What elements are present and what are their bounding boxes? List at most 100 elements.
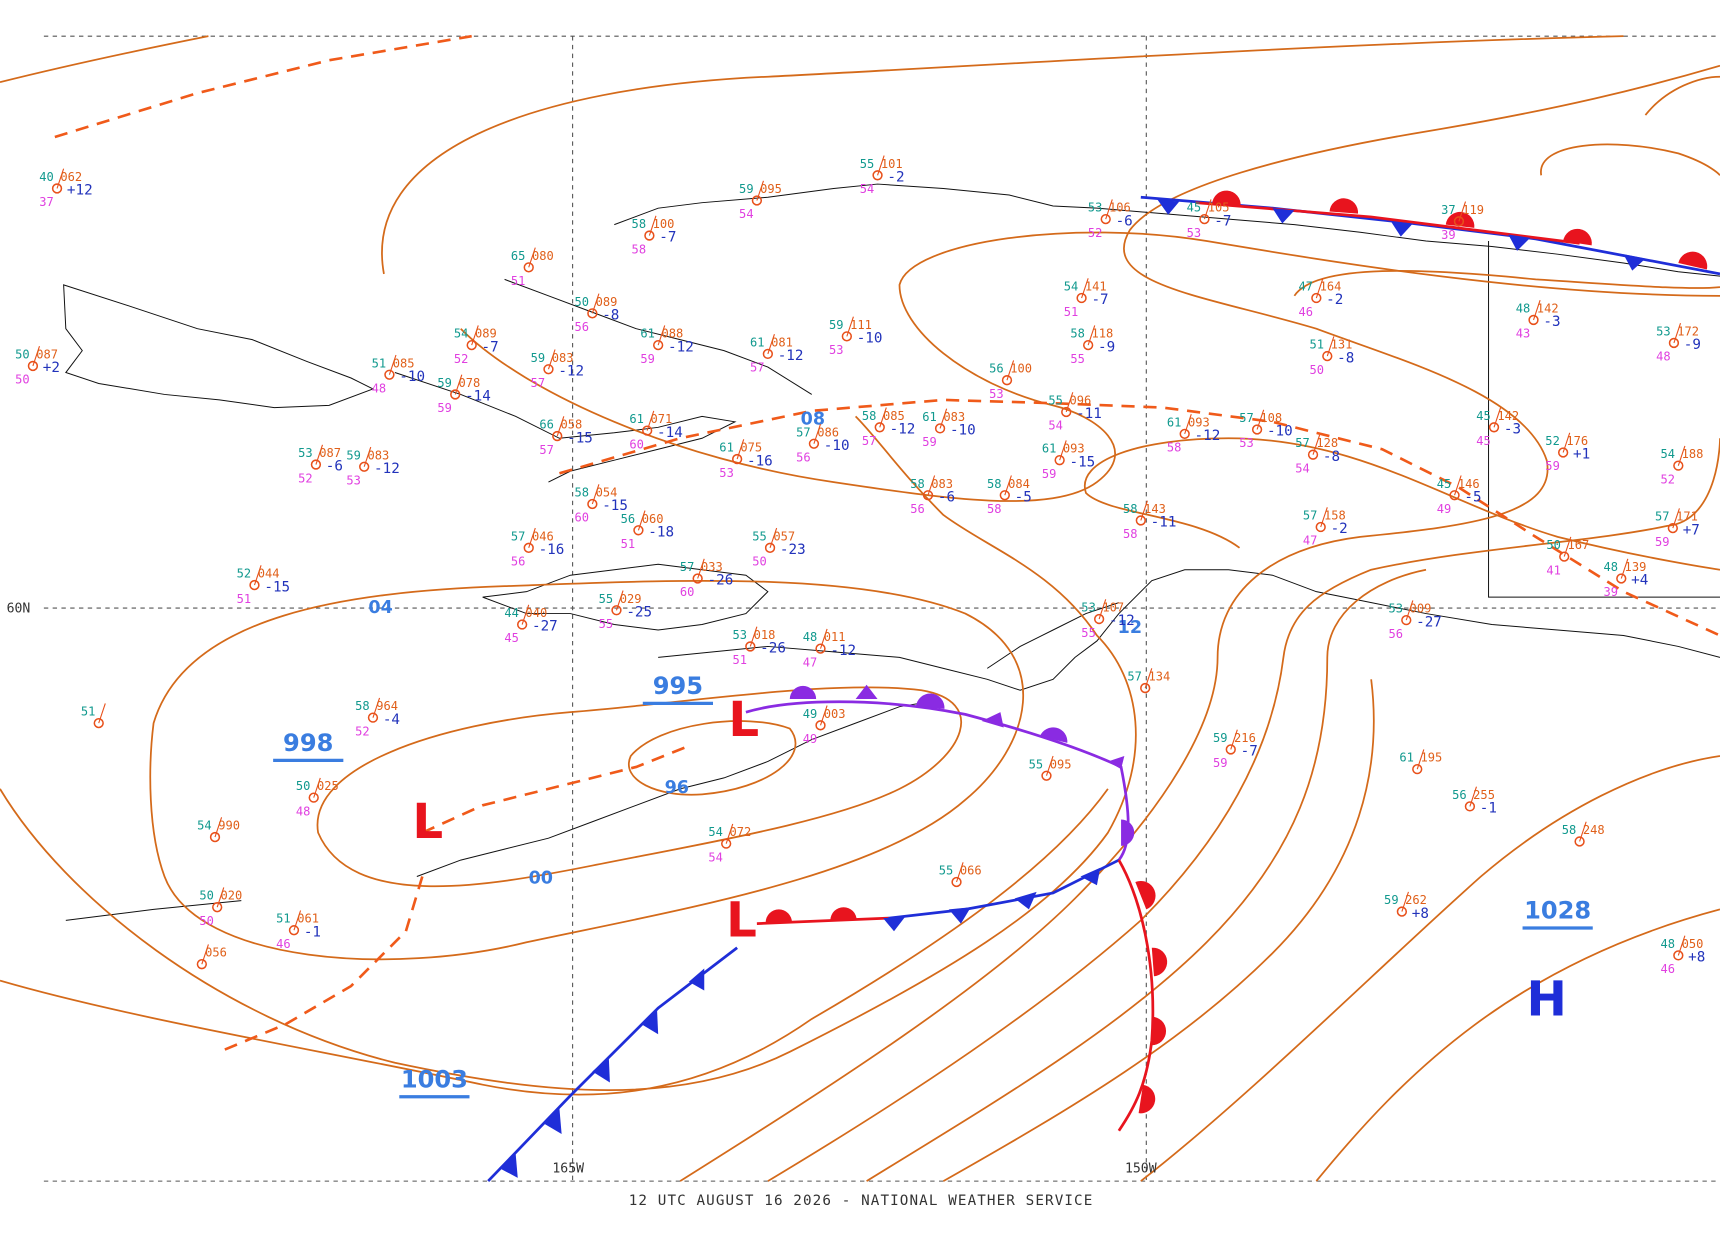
station-circle — [1557, 447, 1569, 458]
station: 52 176+1 59 — [1545, 432, 1590, 473]
temperature: 57 — [511, 529, 526, 543]
pressure: 093 — [1063, 442, 1085, 456]
station-circle — [384, 369, 395, 380]
temperature: 58 — [910, 477, 925, 491]
dewpoint: 39 — [1603, 585, 1618, 599]
station: 48 050+8 46 — [1661, 935, 1705, 976]
pressure-tendency: -12 — [830, 643, 856, 659]
station: 50 089-8 56 — [575, 293, 619, 334]
wind-barb — [927, 475, 936, 496]
troughs — [54, 34, 1720, 1054]
station-circle — [653, 339, 664, 351]
temperature: 53 — [298, 446, 313, 460]
station-circle — [644, 230, 655, 241]
station-circle — [745, 641, 756, 652]
station: 54 990 — [197, 817, 240, 843]
station-circle — [212, 902, 223, 913]
dewpoint: 59 — [922, 435, 937, 449]
dewpoint: 51 — [237, 592, 252, 606]
pressure-tendency: -23 — [780, 542, 806, 558]
dewpoint: 47 — [1303, 534, 1318, 548]
temperature: 57 — [1295, 436, 1310, 450]
dewpoint: 52 — [1661, 472, 1676, 486]
station-circle — [731, 453, 743, 465]
pressure-tendency: -7 — [659, 230, 676, 246]
wind-barb — [1405, 600, 1414, 621]
dewpoint: 45 — [1476, 434, 1491, 448]
pressure: 990 — [218, 819, 240, 833]
pressure-tendency: -7 — [482, 339, 499, 355]
pressure-tendency: -15 — [264, 579, 290, 595]
pressure: 096 — [1070, 394, 1092, 408]
pressure-system: L — [412, 794, 443, 850]
station-circle — [1140, 682, 1151, 694]
station-circle — [27, 360, 39, 372]
station: 59 111-10 53 — [829, 316, 882, 357]
wind-barb — [1620, 558, 1629, 579]
station-circle — [1488, 422, 1500, 433]
pressure-tendency: -11 — [1076, 406, 1102, 422]
temperature: 57 — [1303, 509, 1318, 523]
dewpoint: 59 — [640, 352, 655, 366]
pressure: 088 — [661, 327, 683, 341]
temperature: 59 — [346, 448, 361, 462]
dewpoint: 59 — [1213, 756, 1228, 770]
station: 58 248 — [1562, 821, 1605, 847]
pressure: 100 — [653, 217, 675, 231]
station-circle — [523, 262, 534, 273]
station-circle — [1673, 460, 1684, 471]
pressure-tendency: -10 — [824, 438, 850, 454]
pressure-tendency: -25 — [626, 604, 652, 620]
station-circle — [1322, 350, 1333, 362]
pressure: 111 — [850, 318, 872, 332]
station-circle — [762, 348, 774, 360]
pressure-tendency: -26 — [760, 641, 786, 657]
station: 53 106-6 52 — [1088, 199, 1133, 240]
wind-barb — [769, 527, 778, 548]
pressure-tendency: -15 — [602, 498, 628, 514]
pressure: 106 — [1109, 201, 1131, 215]
dewpoint: 56 — [1388, 627, 1403, 641]
pressure: 083 — [931, 477, 953, 491]
pressure: 167 — [1568, 538, 1590, 552]
station: 48 139+4 39 — [1603, 558, 1648, 599]
station: 61 071-14 60 — [629, 410, 683, 451]
temperature: 51 — [372, 356, 387, 370]
temperature: 58 — [632, 217, 647, 231]
station-circle — [1179, 428, 1190, 440]
pressure-tendency: -2 — [887, 170, 904, 186]
pressure: 040 — [525, 606, 547, 620]
wind-barb — [1184, 413, 1192, 435]
dewpoint: 58 — [987, 502, 1002, 516]
wind-barb — [1006, 360, 1015, 381]
dewpoint: 50 — [752, 555, 767, 569]
pressure-tendency: +7 — [1683, 522, 1700, 538]
temperature: 51 — [81, 705, 96, 719]
dewpoint: 56 — [796, 450, 811, 464]
dewpoint: 58 — [1167, 441, 1182, 455]
station-circle — [815, 643, 826, 654]
temperature: 53 — [1656, 324, 1671, 338]
station: 59 216-7 59 — [1213, 729, 1258, 770]
dewpoint: 53 — [1187, 226, 1202, 240]
pressure: 003 — [824, 707, 846, 721]
pressure-tendency: -14 — [465, 389, 491, 405]
pressure: 085 — [883, 409, 905, 423]
station: 056 — [196, 944, 227, 970]
wind-barb — [1673, 323, 1682, 344]
wind-barb — [956, 862, 964, 883]
wind-barb — [1320, 507, 1328, 528]
temperature: 45 — [1187, 201, 1202, 215]
pressure-tendency: -7 — [1214, 213, 1231, 229]
wind-barb — [615, 590, 624, 611]
temperature: 59 — [829, 318, 844, 332]
pressure-tendency: +1 — [1573, 447, 1590, 463]
station: 37 119 39 — [1441, 201, 1484, 242]
pressure-tendency: -12 — [778, 348, 804, 364]
station: 45 146-5 49 — [1437, 475, 1482, 516]
dewpoint: 45 — [504, 631, 519, 645]
station-circle — [367, 712, 379, 723]
wind-barb — [819, 628, 828, 649]
station-circle — [587, 308, 598, 319]
pressure-tendency: -11 — [1151, 515, 1177, 531]
